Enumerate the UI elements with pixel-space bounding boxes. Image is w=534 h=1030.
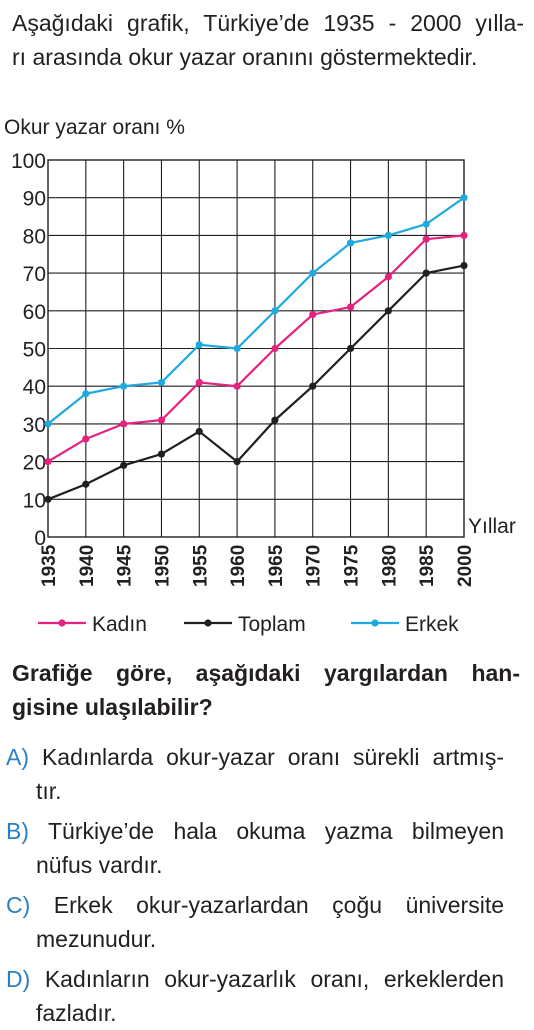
data-point-toplam xyxy=(44,495,52,503)
plot-frame xyxy=(47,159,465,538)
data-point-toplam xyxy=(422,269,430,277)
option-d[interactable]: D) Kadınların okur-yazarlık oranı, erkek… xyxy=(0,962,534,1030)
option-b-text-2: nüfus vardır. xyxy=(36,852,163,878)
y-tick-label: 90 xyxy=(23,188,46,211)
data-point-erkek xyxy=(120,382,128,390)
legend-marker-kadin xyxy=(58,619,66,627)
x-tick-label: 1970 xyxy=(304,545,325,587)
data-point-kadin xyxy=(271,344,279,353)
y-tick-label: 100 xyxy=(11,150,46,173)
series-line-erkek xyxy=(47,196,465,425)
x-tick-label: 1945 xyxy=(115,544,136,587)
data-point-erkek xyxy=(233,344,241,353)
option-d-text-1: Kadınların okur-yazarlık oranı, erkekler… xyxy=(44,966,505,992)
option-a-text-1: Kadınlarda okur-yazar oranı sürekli artm… xyxy=(41,744,505,770)
data-point-erkek xyxy=(309,269,317,277)
data-point-kadin xyxy=(44,458,52,466)
y-axis-label: Okur yazar oranı % xyxy=(4,116,185,139)
data-point-toplam xyxy=(82,480,90,488)
data-point-toplam xyxy=(233,458,241,466)
option-b[interactable]: B) Türkiye’de hala okuma yazma bilmeyen … xyxy=(0,814,534,882)
data-point-toplam xyxy=(309,382,317,390)
data-point-kadin xyxy=(309,310,317,319)
x-tick-label: 1955 xyxy=(190,544,211,587)
data-point-toplam xyxy=(346,344,355,353)
question-stem: Grafiğe göre, aşağıdaki yargılardan han-… xyxy=(12,656,520,724)
x-tick-label: 1975 xyxy=(342,544,363,587)
option-a[interactable]: A) Kadınlarda okur-yazar oranı sürekli a… xyxy=(0,740,534,808)
question-intro: Aşağıdaki grafik, Türkiye’de 1935 - 2000… xyxy=(12,6,524,74)
data-point-kadin xyxy=(384,273,392,281)
chart-legend: Kadın Toplam Erkek xyxy=(38,613,459,636)
chart-series xyxy=(44,194,468,503)
data-point-erkek xyxy=(82,390,90,398)
data-point-toplam xyxy=(195,427,203,436)
x-tick-label: 1965 xyxy=(266,544,287,587)
series-line-toplam xyxy=(47,264,465,501)
x-tick-label: 2000 xyxy=(455,545,476,587)
data-point-kadin xyxy=(82,435,90,443)
intro-line-1: Aşağıdaki grafik, Türkiye’de 1935 - 2000… xyxy=(12,10,524,36)
legend-label-kadin: Kadın xyxy=(92,613,147,636)
x-tick-label: 1950 xyxy=(152,545,173,587)
data-point-kadin xyxy=(157,416,166,424)
intro-line-2: rı arasında okur yazar oranını göstermek… xyxy=(12,44,478,70)
data-point-toplam xyxy=(120,461,128,469)
legend-label-toplam: Toplam xyxy=(238,613,306,636)
option-a-text-2: tır. xyxy=(36,778,62,804)
legend-marker-toplam xyxy=(204,619,212,627)
data-point-erkek xyxy=(44,420,52,428)
data-point-erkek xyxy=(422,220,430,228)
data-point-erkek xyxy=(271,307,279,315)
data-point-erkek xyxy=(157,378,166,387)
x-tick-label: 1935 xyxy=(39,544,60,587)
data-point-toplam xyxy=(384,307,392,315)
option-b-letter: B) xyxy=(6,818,29,844)
data-point-erkek xyxy=(460,194,468,202)
option-c-letter: C) xyxy=(6,892,31,918)
chart-grid xyxy=(48,160,464,537)
data-point-toplam xyxy=(271,416,279,424)
x-axis-label: Yıllar xyxy=(468,515,516,538)
x-axis-ticks: 1935 1940 1945 1950 1955 1960 1965 1970 1975 1980… xyxy=(39,544,476,587)
option-d-text-2: fazladır. xyxy=(36,1000,117,1026)
y-tick-label: 20 xyxy=(23,452,46,475)
y-tick-label: 70 xyxy=(23,263,46,286)
legend-label-erkek: Erkek xyxy=(405,613,459,636)
x-tick-label: 1940 xyxy=(77,545,98,587)
y-tick-label: 50 xyxy=(23,339,46,362)
y-tick-label: 60 xyxy=(23,301,46,324)
option-c[interactable]: C) Erkek okur-yazarlardan çoğu üniversit… xyxy=(0,888,534,956)
y-tick-label: 10 xyxy=(23,489,46,512)
data-point-erkek xyxy=(195,341,203,349)
data-point-erkek xyxy=(384,231,392,239)
data-point-kadin xyxy=(346,303,355,311)
x-tick-label: 1980 xyxy=(379,545,400,587)
y-tick-label: 40 xyxy=(23,376,46,399)
option-b-text-1: Türkiye’de hala okuma yazma bilmeyen xyxy=(47,818,504,844)
option-a-letter: A) xyxy=(6,744,29,770)
option-c-text-1: Erkek okur-yazarlardan çoğu üniversite xyxy=(53,892,504,918)
data-point-kadin xyxy=(120,420,128,428)
data-point-toplam xyxy=(157,450,166,458)
data-point-kadin xyxy=(233,382,241,390)
y-tick-label: 30 xyxy=(23,414,46,437)
question-line-2: gisine ulaşılabilir? xyxy=(12,694,213,720)
y-tick-label: 80 xyxy=(23,225,46,248)
data-point-toplam xyxy=(460,261,468,270)
data-point-kadin xyxy=(460,231,468,239)
data-point-erkek xyxy=(346,239,355,247)
legend-marker-erkek xyxy=(371,619,379,627)
question-line-1: Grafiğe göre, aşağıdaki yargılardan han- xyxy=(12,660,520,686)
data-point-kadin xyxy=(195,378,203,387)
option-d-letter: D) xyxy=(6,966,31,992)
y-tick-label: 0 xyxy=(34,527,46,550)
option-c-text-2: mezunudur. xyxy=(36,926,157,952)
x-tick-label: 1960 xyxy=(228,545,249,587)
data-point-kadin xyxy=(422,235,430,243)
x-tick-label: 1985 xyxy=(417,544,438,587)
series-line-kadin xyxy=(47,234,465,463)
